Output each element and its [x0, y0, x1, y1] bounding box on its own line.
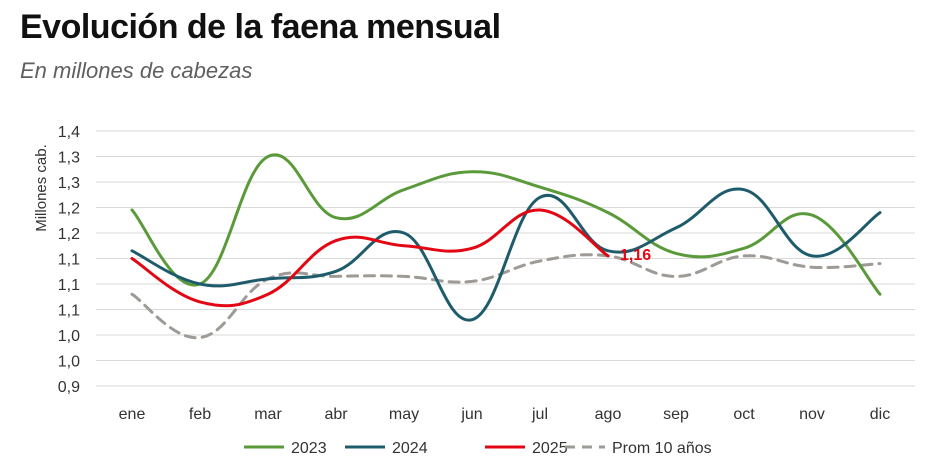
x-tick-label: dic — [870, 406, 890, 423]
x-tick-label: may — [389, 406, 419, 423]
y-tick-label: 1,1 — [58, 303, 80, 320]
x-tick-label: nov — [799, 406, 825, 423]
y-tick-label: 1,0 — [58, 354, 80, 371]
y-tick-label: 1,2 — [58, 226, 80, 243]
y-tick-label: 1,1 — [58, 277, 80, 294]
x-tick-label: sep — [663, 406, 689, 423]
legend-label: 2024 — [392, 440, 428, 457]
legend-label: Prom 10 años — [612, 440, 712, 457]
x-tick-label: mar — [254, 406, 282, 423]
x-tick-label: jun — [460, 406, 482, 423]
x-tick-label: feb — [189, 406, 211, 423]
y-tick-label: 1,4 — [58, 124, 80, 141]
series-line-prom-10-a-os — [130, 253, 882, 340]
series-line-2024 — [130, 187, 882, 322]
series-line-2023 — [130, 153, 882, 296]
series-line-2025 — [130, 208, 610, 308]
x-tick-label: ene — [119, 406, 146, 423]
data-label: 1,16 — [620, 247, 651, 264]
y-tick-label: 1,1 — [58, 252, 80, 269]
y-tick-label: 0,9 — [58, 379, 80, 396]
x-tick-label: jul — [531, 406, 548, 423]
x-tick-label: ago — [595, 406, 622, 423]
x-tick-label: oct — [733, 406, 755, 423]
x-tick-label: abr — [324, 406, 348, 423]
y-tick-label: 1,2 — [58, 201, 80, 218]
legend-label: 2025 — [532, 440, 568, 457]
y-tick-label: 1,3 — [58, 150, 80, 167]
y-tick-label: 1,0 — [58, 328, 80, 345]
y-tick-label: 1,3 — [58, 175, 80, 192]
legend-label: 2023 — [291, 440, 327, 457]
chart-title: Evolución de la faena mensual — [20, 8, 501, 46]
y-axis-label: Millones cab. — [33, 144, 50, 232]
chart-subtitle: En millones de cabezas — [20, 58, 253, 83]
